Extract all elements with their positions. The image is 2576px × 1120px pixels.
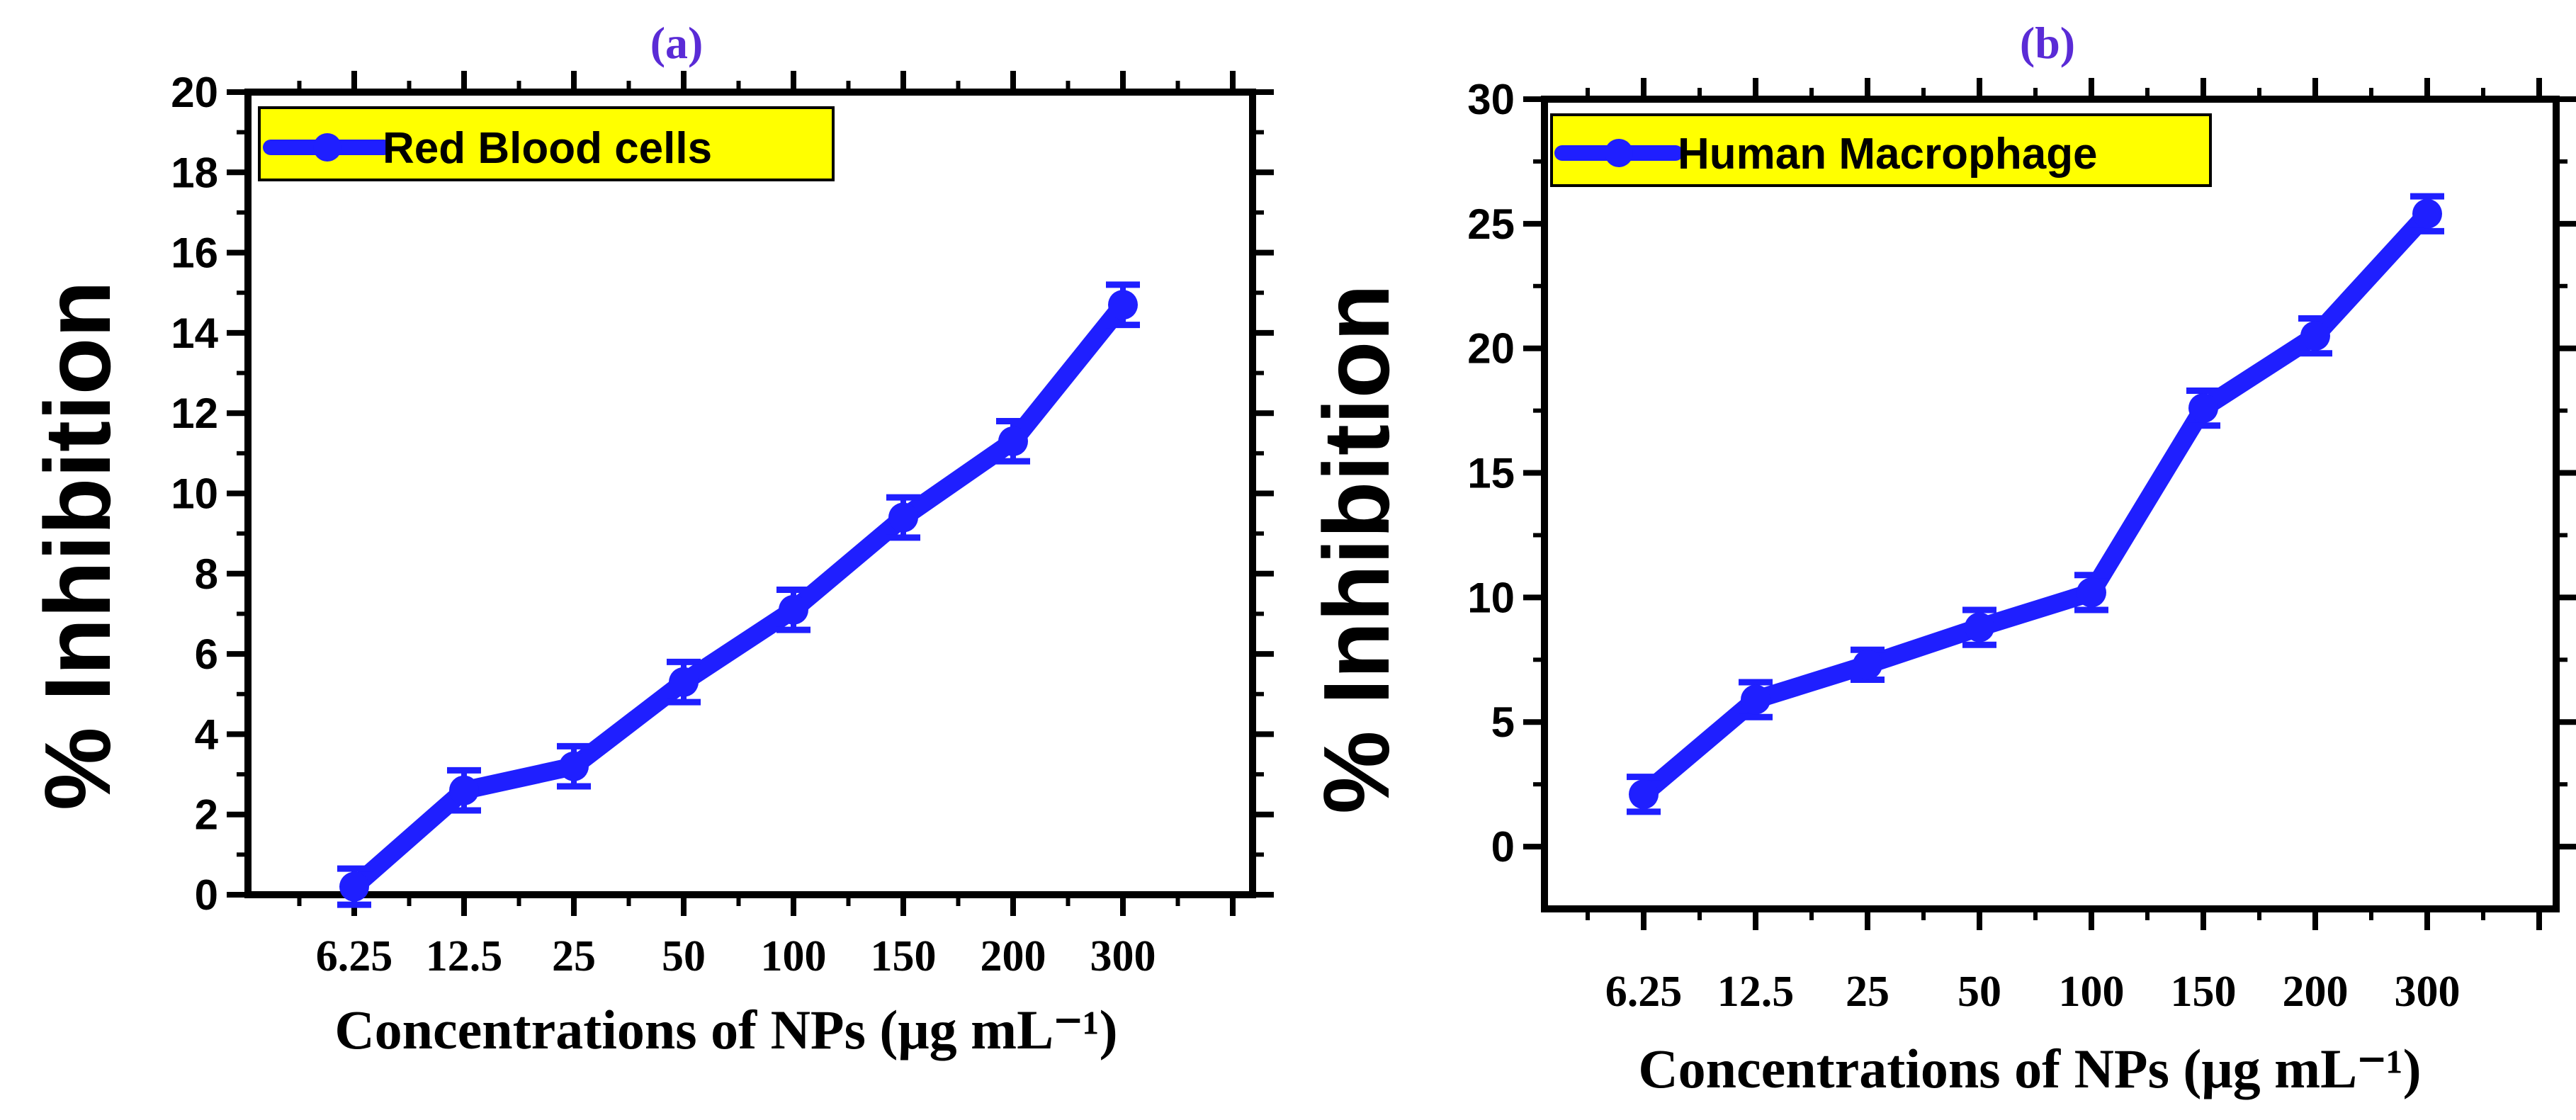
x-tick-label-a: 300 [1090, 932, 1156, 980]
y-tick-label-b: 25 [1467, 200, 1515, 248]
legend-marker-b [1605, 139, 1633, 167]
legend-label-b: Human Macrophage [1678, 130, 2098, 179]
y-tick-label-a: 12 [171, 390, 218, 437]
data-point-a [998, 426, 1028, 456]
data-point-b [1965, 612, 1994, 643]
y-tick-label-b: 30 [1467, 76, 1515, 123]
data-point-b [2412, 198, 2442, 229]
x-tick-label-b: 6.25 [1605, 968, 1683, 1016]
data-point-b [1741, 684, 1770, 715]
y-tick-label-b: 20 [1467, 325, 1515, 373]
data-point-b [2300, 321, 2330, 351]
x-tick-label-b: 100 [2059, 968, 2125, 1016]
plot-area-b: 0 5 10 15 20 25 30 6.25 12.5 25 50 100 150 200 300 [1467, 76, 2576, 1016]
legend-marker-a [313, 133, 341, 162]
x-tick-label-b: 200 [2283, 968, 2349, 1016]
data-point-b [2188, 393, 2218, 424]
y-tick-label-a: 2 [195, 791, 218, 839]
x-axis-label-b: Concentrations of NPs (μg mL⁻¹) [1638, 1038, 2421, 1099]
x-tick-label-a: 12.5 [426, 932, 503, 980]
x-tick-label-a: 200 [981, 932, 1046, 980]
y-axis-label-a: % Inhibition [26, 281, 130, 810]
x-tick-label-a: 6.25 [316, 932, 393, 980]
x-tick-label-b: 150 [2171, 968, 2237, 1016]
plot-frame-b [1541, 96, 2560, 912]
y-tick-label-a: 20 [171, 69, 218, 116]
x-tick-label-a: 25 [552, 932, 596, 980]
chart-panel-b: (b) % Inhibition Concentrations of NPs (… [1304, 18, 2576, 1099]
y-tick-label-a: 16 [171, 230, 218, 277]
legend-label-a: Red Blood cells [383, 124, 712, 173]
legend-a: Red Blood cells [258, 106, 835, 181]
legend-b: Human Macrophage [1550, 113, 2212, 187]
data-point-a [339, 871, 369, 902]
data-point-a [669, 667, 699, 697]
data-point-b [2077, 577, 2106, 608]
panel-label-a: (a) [650, 18, 704, 68]
y-tick-label-a: 18 [171, 149, 218, 196]
y-tick-label-a: 14 [171, 310, 218, 357]
data-point-a [449, 775, 479, 805]
data-point-b [1853, 650, 1882, 680]
x-tick-label-b: 25 [1846, 968, 1889, 1016]
panel-label-b: (b) [2020, 18, 2075, 68]
x-tick-label-b: 50 [1958, 968, 2001, 1016]
y-tick-label-b: 5 [1491, 698, 1515, 746]
y-tick-label-b: 10 [1467, 574, 1515, 621]
plot-area-a: 0 2 4 6 8 10 12 14 16 18 20 6.25 12.5 25 50 100 150 200 30… [171, 69, 1274, 980]
x-tick-label-a: 100 [761, 932, 827, 980]
data-point-a [888, 502, 918, 533]
chart-panel-a: (a) % Inhibition Concentrations of NPs (… [26, 18, 1274, 1060]
x-tick-label-b: 300 [2395, 968, 2461, 1016]
x-tick-label-a: 50 [662, 932, 706, 980]
y-tick-label-a: 4 [195, 711, 219, 758]
x-tick-label-b: 12.5 [1717, 968, 1795, 1016]
y-tick-label-b: 15 [1467, 450, 1515, 497]
data-point-a [779, 594, 808, 625]
y-tick-label-a: 0 [195, 871, 218, 919]
y-tick-label-b: 0 [1491, 823, 1515, 871]
x-axis-label-a: Concentrations of NPs (μg mL⁻¹) [334, 999, 1117, 1060]
y-tick-label-a: 6 [195, 630, 218, 678]
data-point-a [1108, 290, 1138, 320]
plot-frame-a [244, 89, 1256, 898]
data-point-b [1629, 779, 1659, 810]
series-line-a [345, 295, 1132, 896]
y-tick-label-a: 8 [195, 550, 218, 598]
series-line-b [1634, 204, 2436, 804]
x-tick-label-a: 150 [871, 932, 937, 980]
data-point-a [559, 751, 589, 781]
y-tick-label-a: 10 [171, 470, 218, 518]
y-axis-label-b: % Inhibition [1304, 284, 1408, 814]
